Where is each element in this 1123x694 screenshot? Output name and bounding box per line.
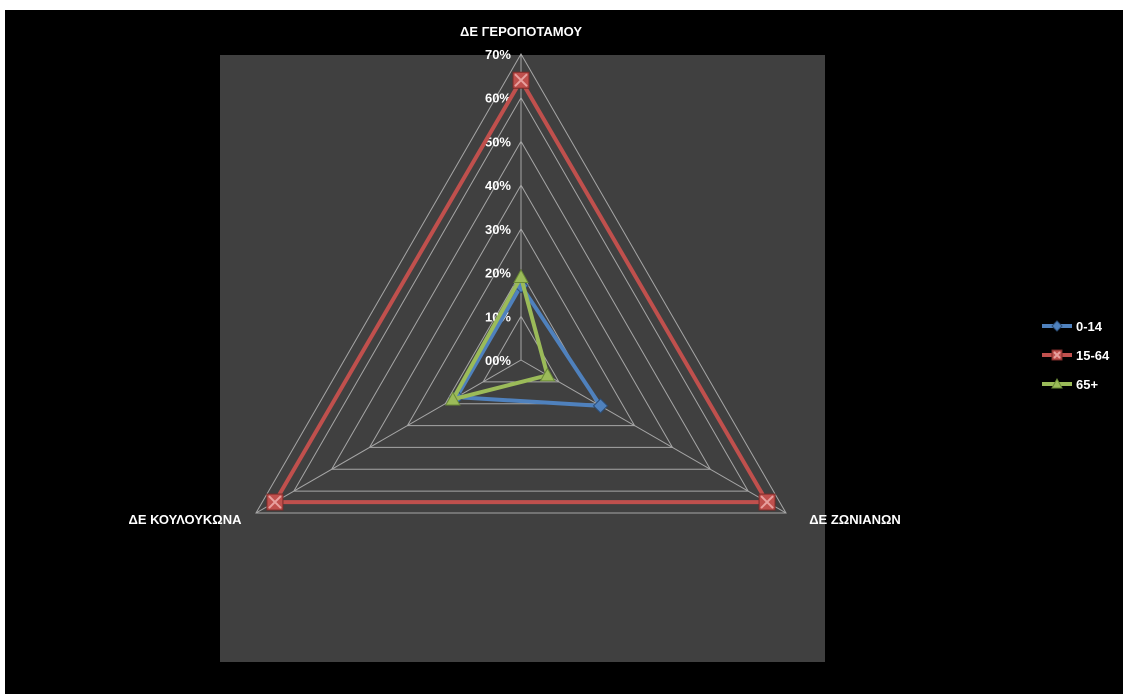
- grid-spoke: [520, 359, 787, 514]
- series-line: [272, 78, 770, 505]
- legend-item: 15-64: [1042, 348, 1110, 363]
- category-label: ΔΕ ΓΕΡΟΠΟΤΑΜΟΥ: [460, 24, 582, 39]
- legend-label: 65+: [1076, 377, 1098, 392]
- category-label: ΔΕ ΚΟΥΛΟΥΚΩΝΑ: [129, 512, 243, 527]
- data-point: [1051, 320, 1063, 332]
- data-point: [1051, 349, 1063, 361]
- data-point: [592, 398, 609, 414]
- category-label: ΔΕ ΖΩΝΙΑΝΩΝ: [809, 512, 901, 527]
- legend-label: 0-14: [1076, 319, 1103, 334]
- legend-item: 65+: [1042, 377, 1098, 392]
- series-line: [450, 274, 550, 402]
- data-point: [758, 493, 776, 511]
- plot-area: [220, 55, 825, 662]
- radial-tick-labels: 00%10%20%30%40%50%60%70%: [485, 47, 511, 368]
- radar-grid: [255, 53, 787, 514]
- grid-spoke: [255, 359, 522, 514]
- radial-tick-label: 40%: [485, 178, 511, 193]
- radial-tick-label: 30%: [485, 222, 511, 237]
- series-15-64: [266, 71, 776, 511]
- data-point: [445, 391, 461, 406]
- data-point: [1051, 377, 1063, 389]
- series-line: [454, 283, 603, 408]
- grid-ring: [255, 53, 787, 514]
- data-point: [539, 367, 556, 382]
- grid-ring: [292, 96, 750, 492]
- legend-item: 0-14: [1042, 319, 1103, 334]
- radial-tick-label: 20%: [485, 266, 511, 281]
- radial-tick-label: 70%: [485, 47, 511, 62]
- radial-tick-label: 00%: [485, 353, 511, 368]
- data-point: [266, 493, 284, 511]
- legend-label: 15-64: [1076, 348, 1110, 363]
- grid-ring: [406, 227, 636, 427]
- data-point: [513, 268, 529, 284]
- radial-tick-label: 60%: [485, 91, 511, 106]
- grid-ring: [330, 140, 712, 470]
- data-point: [512, 71, 530, 89]
- radial-tick-label: 50%: [485, 134, 511, 149]
- category-labels: ΔΕ ΓΕΡΟΠΟΤΑΜΟΥ ΔΕ ΖΩΝΙΑΝΩΝ ΔΕ ΚΟΥΛΟΥΚΩΝΑ: [129, 24, 901, 527]
- series-65+: [445, 268, 556, 406]
- series-layer: [266, 71, 776, 511]
- grid-ring: [444, 271, 598, 405]
- legend: 0-14 15-64 65+: [1042, 319, 1110, 392]
- grid-ring: [368, 184, 674, 448]
